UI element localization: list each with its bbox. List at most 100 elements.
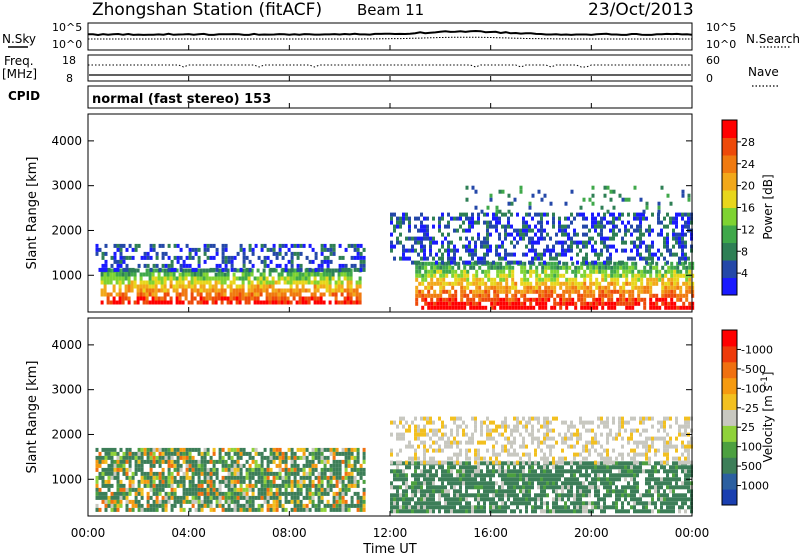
echo-cell: [549, 481, 552, 486]
echo-cell: [119, 495, 123, 500]
echo-cell: [236, 507, 240, 512]
echo-cell: [350, 475, 354, 480]
echo-cell: [146, 447, 150, 452]
echo-cell: [326, 467, 330, 472]
echo-cell: [286, 288, 290, 293]
echo-cell: [313, 272, 317, 277]
echo-cell: [421, 281, 425, 286]
echo-cell: [260, 467, 264, 472]
echo-cell: [251, 263, 255, 268]
echo-cell: [429, 444, 432, 449]
echo-cell: [191, 247, 195, 252]
echo-cell: [603, 216, 606, 221]
echo-cell: [110, 491, 114, 496]
echo-cell: [122, 483, 126, 488]
echo-cell: [423, 489, 426, 494]
echo-cell: [95, 463, 99, 468]
echo-cell: [197, 479, 201, 484]
echo-cell: [688, 305, 692, 310]
echo-cell: [561, 248, 564, 253]
echo-cell: [573, 497, 576, 502]
echo-cell: [598, 265, 602, 270]
echo-cell: [439, 305, 443, 310]
echo-cell: [540, 465, 543, 470]
echo-cell: [119, 259, 123, 264]
echo-cell: [341, 479, 345, 484]
echo-cell: [220, 296, 224, 301]
echo-cell: [107, 463, 111, 468]
echo-cell: [179, 503, 183, 508]
echo-cell: [450, 256, 453, 261]
echo-cell: [615, 505, 618, 510]
echo-cell: [661, 301, 665, 306]
echo-cell: [196, 280, 200, 285]
echo-cell: [510, 477, 513, 482]
echo-cell: [631, 297, 635, 302]
echo-cell: [362, 267, 366, 272]
echo-cell: [624, 465, 627, 470]
echo-cell: [439, 301, 443, 306]
echo-cell: [221, 255, 225, 260]
echo-cell: [475, 289, 479, 294]
echo-cell: [510, 501, 513, 506]
echo-cell: [155, 447, 159, 452]
echo-cell: [663, 469, 666, 474]
echo-cell: [107, 455, 111, 460]
echo-cell: [359, 251, 363, 256]
echo-cell: [507, 489, 510, 494]
echo-cell: [657, 212, 660, 217]
echo-cell: [559, 293, 563, 298]
echo-cell: [167, 263, 171, 268]
echo-cell: [531, 228, 534, 233]
echo-cell: [480, 244, 483, 249]
echo-cell: [601, 289, 605, 294]
echo-cell: [169, 300, 173, 305]
echo-cell: [436, 297, 440, 302]
echo-cell: [233, 507, 237, 512]
echo-cell: [158, 243, 162, 248]
echo-cell: [477, 216, 480, 221]
echo-cell: [256, 288, 260, 293]
echo-cell: [308, 495, 312, 500]
echo-cell: [492, 473, 495, 478]
echo-cell: [181, 272, 185, 277]
echo-cell: [628, 269, 632, 274]
echo-cell: [594, 481, 597, 486]
echo-cell: [456, 489, 459, 494]
echo-cell: [197, 495, 201, 500]
echo-cell: [429, 509, 432, 514]
echo-cell: [669, 220, 672, 225]
echo-cell: [137, 467, 141, 472]
echo-cell: [550, 293, 554, 298]
echo-cell: [263, 471, 267, 476]
echo-cell: [627, 509, 630, 514]
echo-cell: [552, 256, 555, 261]
echo-cell: [157, 300, 161, 305]
echo-cell: [311, 247, 315, 252]
echo-cell: [538, 305, 542, 310]
echo-cell: [203, 455, 207, 460]
echo-cell: [182, 263, 186, 268]
echo-cell: [221, 459, 225, 464]
echo-cell: [347, 475, 351, 480]
echo-cell: [657, 461, 660, 466]
echo-cell: [356, 267, 360, 272]
echo-cell: [158, 503, 162, 508]
echo-cell: [460, 281, 464, 286]
echo-cell: [314, 255, 318, 260]
echo-cell: [200, 491, 204, 496]
echo-cell: [438, 436, 441, 441]
echo-cell: [528, 240, 531, 245]
echo-cell: [158, 479, 162, 484]
echo-cell: [414, 224, 417, 229]
echo-cell: [543, 248, 546, 253]
echo-cell: [356, 483, 360, 488]
echo-cell: [556, 269, 560, 274]
echo-cell: [116, 507, 120, 512]
echo-cell: [194, 447, 198, 452]
echo-cell: [121, 280, 125, 285]
echo-cell: [272, 499, 276, 504]
echo-cell: [523, 269, 527, 274]
echo-cell: [666, 477, 669, 482]
echo-cell: [420, 493, 423, 498]
